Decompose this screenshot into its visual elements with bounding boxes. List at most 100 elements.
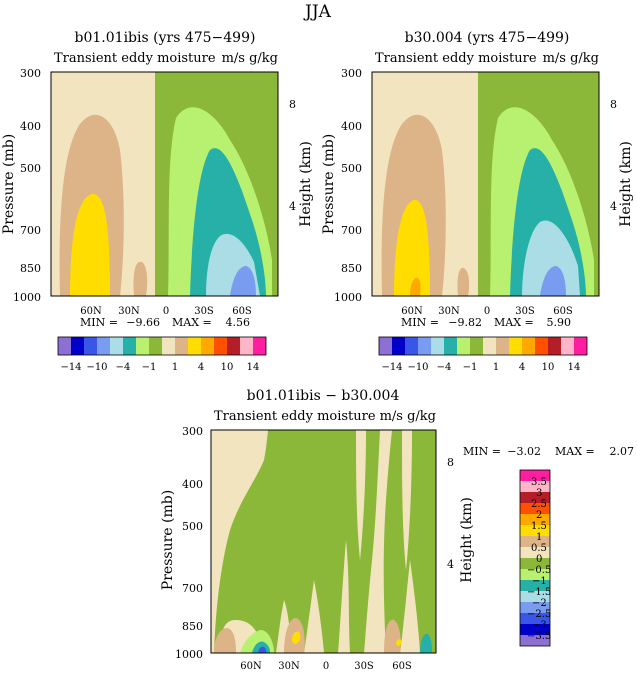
panel-c-neg4-spot-right <box>420 633 432 653</box>
panel-b-cb-box-15 <box>561 337 574 355</box>
panel-c-ytick-1000: 1000 <box>175 648 203 661</box>
panel-c-ytick-500: 500 <box>182 520 203 533</box>
panel-a-cb-box-10 <box>175 337 188 355</box>
panel-b-cb-box-16 <box>574 337 587 355</box>
panel-b-title: b30.004 (yrs 475−499) <box>405 30 570 46</box>
panel-b-xtick-60n: 60N <box>401 306 423 317</box>
panel-c-subtitle-right: m/s g/kg <box>380 409 436 424</box>
panel-b-cb-tick-7: 10 <box>542 362 555 373</box>
panel-a-cb-box-15 <box>240 337 253 355</box>
panel-c-cb-tick-7: 0.5 <box>531 543 547 554</box>
panel-a-subtitle-left: Transient eddy moisture <box>54 51 216 66</box>
panel-a-x-ticks: 60N 30N 0 30S 60S <box>80 306 252 317</box>
panel-c-cb-box-10 <box>520 569 550 580</box>
panel-b-max-label: MAX = <box>494 316 534 329</box>
panel-c-cb-tick-12: −2 <box>532 598 547 609</box>
panel-a-min-value: −9.66 <box>126 316 160 329</box>
panel-a-cb-box-12 <box>201 337 214 355</box>
panel-b-ylabel: Pressure (mb) <box>321 134 337 234</box>
panel-b-contour-neg8 <box>540 266 566 296</box>
panel-a-subtitle-right: m/s g/kg <box>222 51 278 66</box>
panel-c-xtick-60n: 60N <box>240 661 262 672</box>
panel-c-plot <box>211 430 436 653</box>
panel-b-ytick-1000: 1000 <box>334 291 362 304</box>
panel-a-contour-pos4 <box>70 193 110 296</box>
panel-b-contour-pos4 <box>394 199 430 296</box>
panel-c-xtick-60s: 60S <box>392 661 412 672</box>
panel-a-cb-box-16 <box>253 337 266 355</box>
panel-b-subtitle-left: Transient eddy moisture <box>375 51 537 66</box>
panel-c-cb-box-8 <box>520 547 550 558</box>
panel-a-ylabel-right: Height (km) <box>298 141 314 227</box>
panel-b-cb-box-11 <box>509 337 522 355</box>
panel-c-xtick-0: 0 <box>323 661 329 672</box>
panel-c-subtitle-left: Transient eddy moisture <box>214 409 376 424</box>
panel-c-min-value: −3.02 <box>507 445 541 458</box>
panel-c-cb-box-7 <box>520 536 550 547</box>
panel-b-cb-tick-4: −1 <box>463 362 478 373</box>
panel-a-ytick-1000: 1000 <box>13 291 41 304</box>
panel-b-ytick-400: 400 <box>341 120 362 133</box>
panel-c-cb-tick-5: 1.5 <box>531 521 547 532</box>
panel-b-ytick-300: 300 <box>341 67 362 80</box>
panel-b-cb-tick-5: 1 <box>493 362 499 373</box>
panel-b-cb-tick-2: −10 <box>407 362 428 373</box>
panel-a-colorbar: −14 −10 −4 −1 1 4 10 14 <box>57 336 267 373</box>
panel-c-max-value: 2.07 <box>610 445 635 458</box>
panel-b-min-label: MIN = <box>401 316 439 329</box>
panel-a-cb-box-4 <box>97 337 110 355</box>
panel-c-cb-tick-1: 3.5 <box>531 477 547 488</box>
panel-b-cb-box-1 <box>379 337 392 355</box>
panel-a-title: b01.01ibis (yrs 475−499) <box>75 30 256 46</box>
panel-b-min-value: −9.82 <box>448 316 482 329</box>
panel-c-max-label: MAX = <box>555 445 595 458</box>
panel-c-ytick-850: 850 <box>182 620 203 633</box>
panel-a-ytick-400: 400 <box>20 120 41 133</box>
panel-b-xtick-0: 0 <box>484 306 490 317</box>
panel-b-plot <box>372 72 599 296</box>
panel-c-xtick-30s: 30S <box>354 661 374 672</box>
panel-b-cb-box-4 <box>418 337 431 355</box>
panel-c-cb-box-11 <box>520 580 550 591</box>
panel-c-pos4-spot-right <box>396 639 402 646</box>
panel-b-cb-tick-1: −14 <box>381 362 402 373</box>
panel-a-contour-pos2-small <box>133 261 148 296</box>
panel-b-cb-tick-3: −4 <box>437 362 452 373</box>
panel-c-ylabel-right: Height (km) <box>459 497 475 583</box>
panel-a-cb-box-7 <box>136 337 149 355</box>
panel-c-cb-tick-10: −1 <box>532 576 547 587</box>
panel-b-cb-box-10 <box>496 337 509 355</box>
panel-a-cb-tick-4: −1 <box>142 362 157 373</box>
panel-b-cb-tick-8: 14 <box>568 362 581 373</box>
panel-b-ylabel-right: Height (km) <box>618 141 634 227</box>
panel-a-cb-tick-8: 14 <box>247 362 260 373</box>
panel-c-pos2-blob-left <box>214 628 236 653</box>
panel-b-ytick-850: 850 <box>341 262 362 275</box>
panel-c: b01.01ibis − b30.004 Transient eddy mois… <box>160 388 634 672</box>
panel-a-contour-neg8 <box>230 266 256 296</box>
panel-a-ytick-500: 500 <box>20 162 41 175</box>
panel-a-frame <box>50 71 279 297</box>
panel-b-frame <box>371 71 600 297</box>
panel-b-contour-neg6 <box>522 220 580 296</box>
panel-c-ytick-400: 400 <box>182 478 203 491</box>
panel-a-cb-tick-6: 4 <box>198 362 204 373</box>
panel-a-plot <box>51 72 278 296</box>
panel-b-ytick-700: 700 <box>341 224 362 237</box>
panel-b-max-value: 5.90 <box>547 316 572 329</box>
panel-b-cb-box-13 <box>535 337 548 355</box>
panel-a-xtick-60n: 60N <box>80 306 102 317</box>
panel-a-cb-box-6 <box>123 337 136 355</box>
panel-c-cb-box-3 <box>520 492 550 503</box>
panel-c-cb-tick-13: −2.5 <box>527 609 551 620</box>
panel-c-x-ticks: 60N 30N 0 30S 60S <box>240 661 412 672</box>
panel-a-cb-box-8 <box>149 337 162 355</box>
panel-a-xtick-30n: 30N <box>118 306 140 317</box>
panel-c-cb-box-15 <box>520 624 550 635</box>
panel-a-xtick-0: 0 <box>163 306 169 317</box>
panel-a-cb-tick-2: −10 <box>86 362 107 373</box>
panel-c-cb-box-5 <box>520 514 550 525</box>
panel-a-min-label: MIN = <box>80 316 118 329</box>
panel-b-xtick-30n: 30N <box>438 306 460 317</box>
panel-c-colorbar: 3.5 3 2.5 2 1.5 1 0.5 0 −0.5 −1 −1.5 −2 … <box>519 469 551 647</box>
